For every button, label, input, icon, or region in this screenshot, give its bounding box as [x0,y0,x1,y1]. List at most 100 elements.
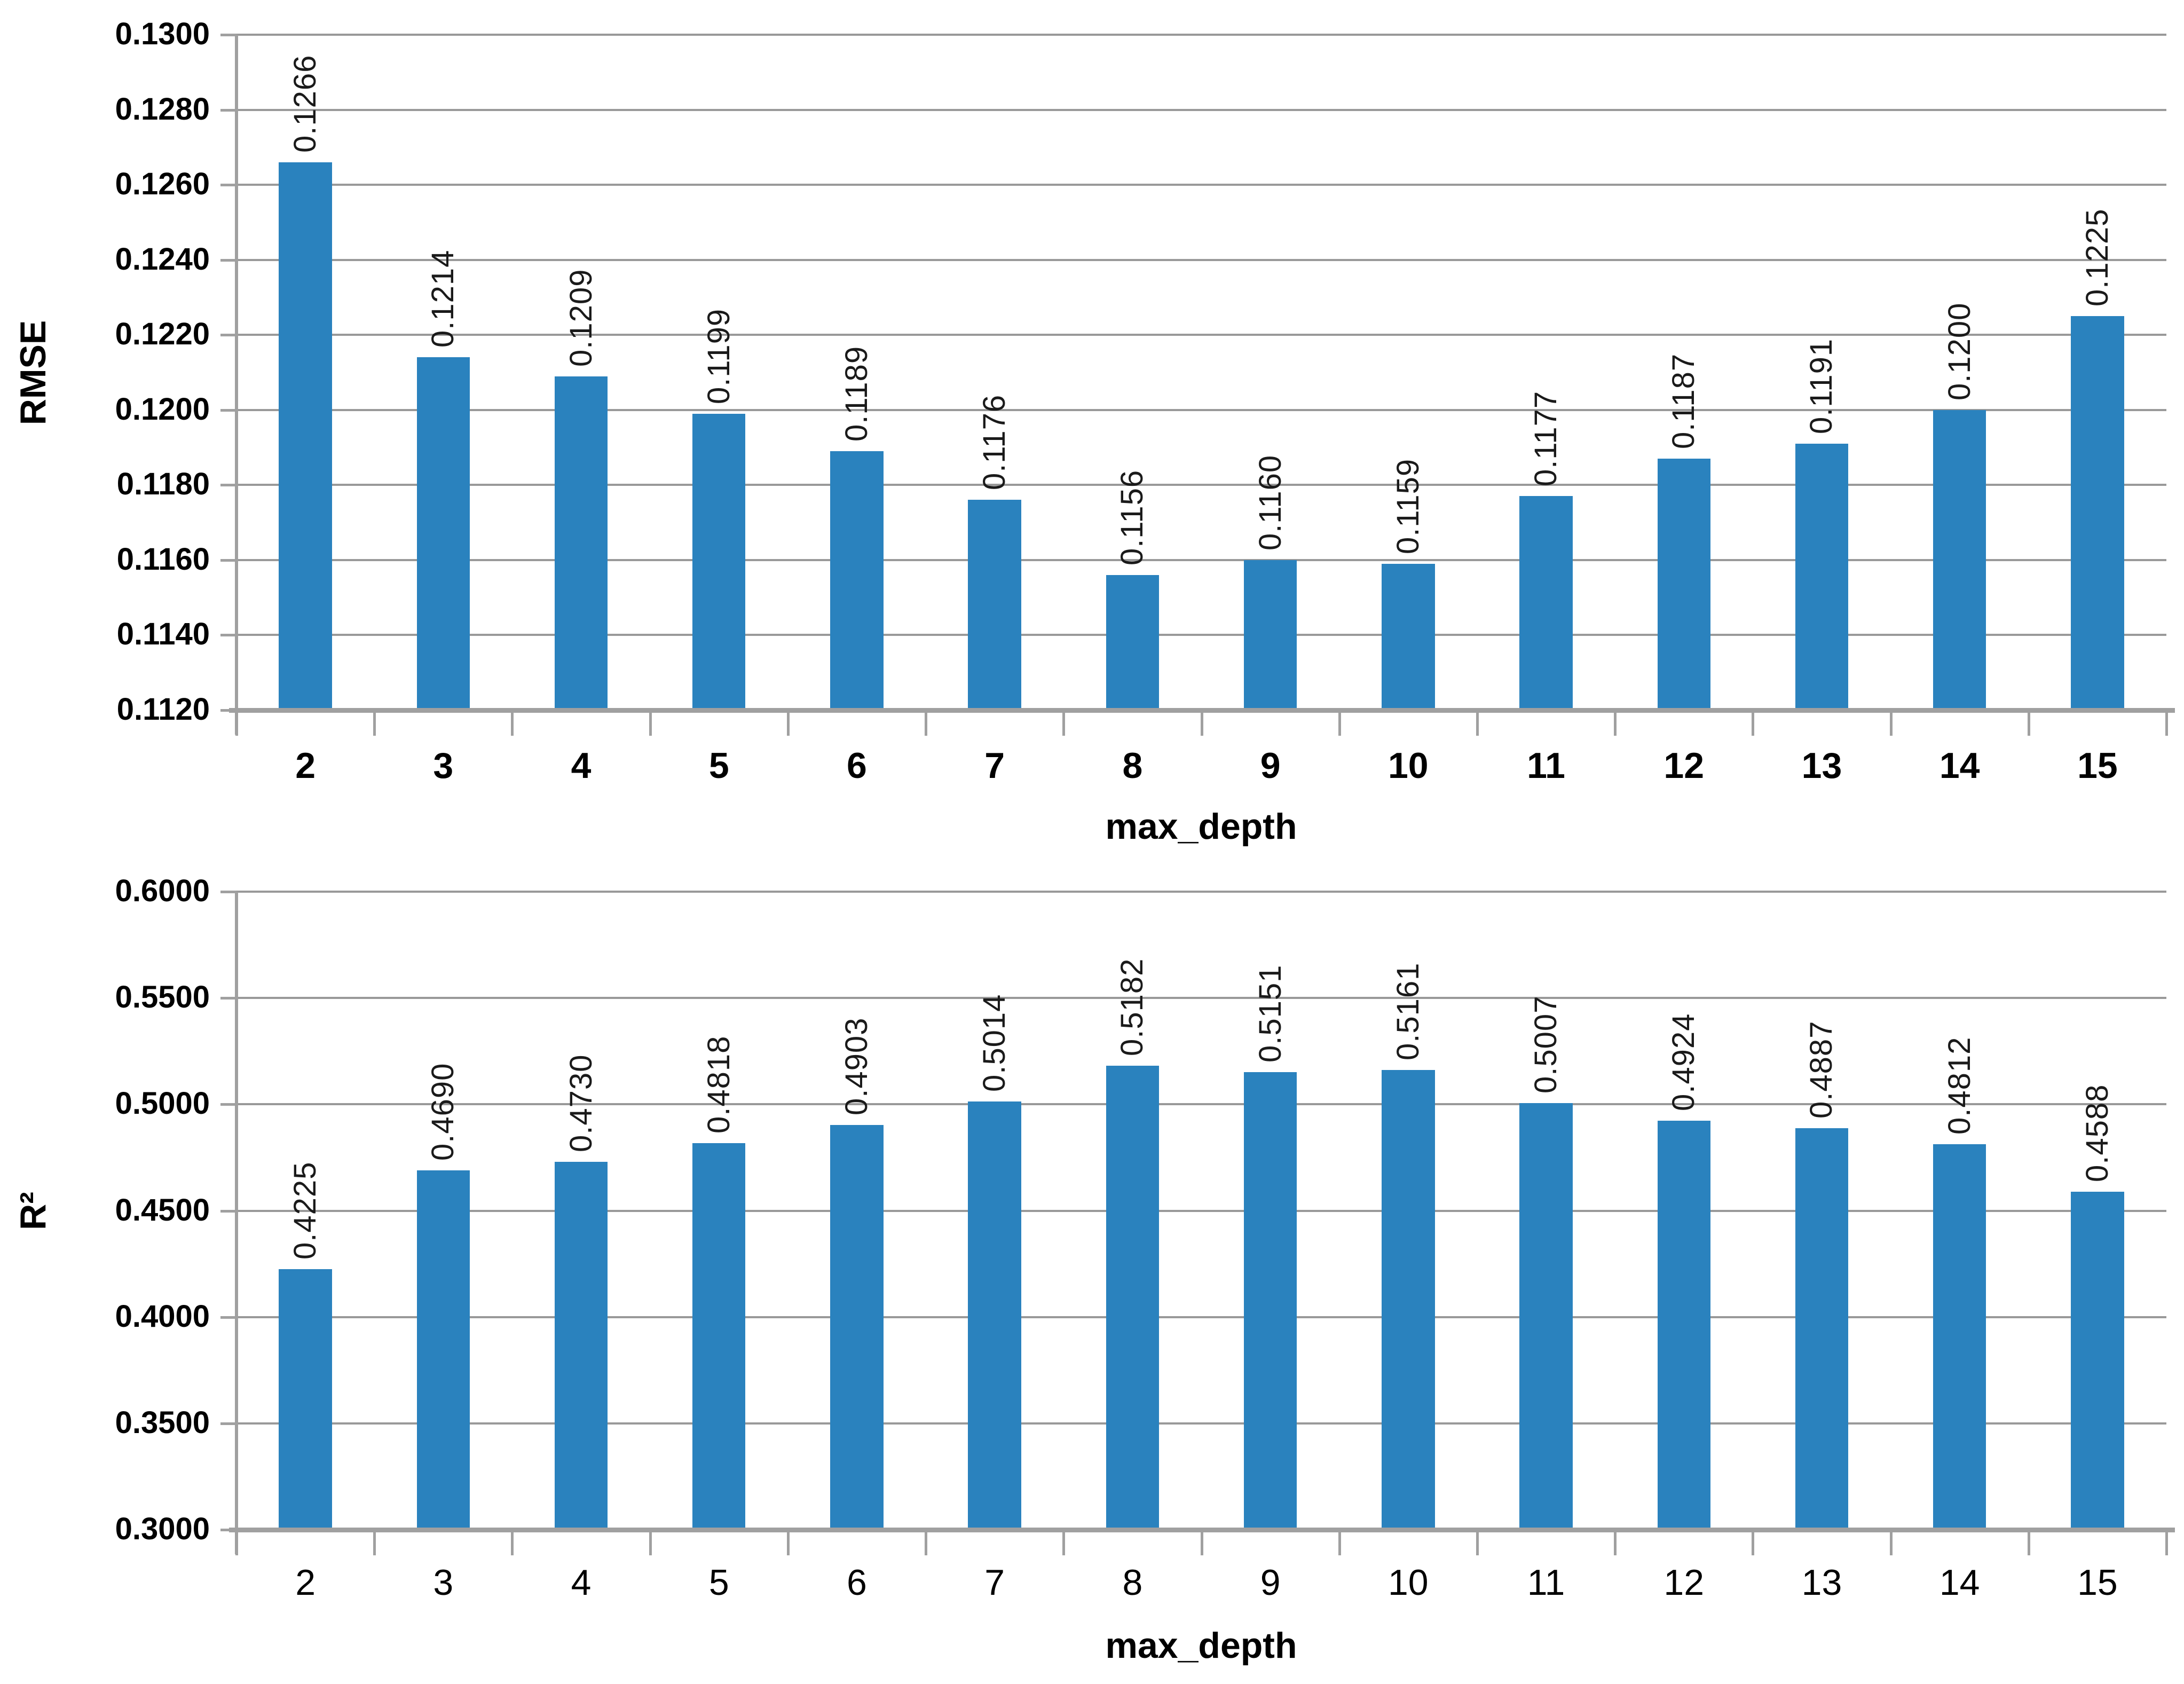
x-category-label: 15 [2077,1562,2118,1603]
y-tick-label: 0.1220 [115,317,210,352]
y-tick-label: 0.6000 [115,873,210,908]
bar [416,1170,470,1530]
y-axis-tick [220,709,236,712]
x-axis-tick [1614,1530,1617,1555]
bar [1106,575,1160,710]
x-axis-tick [2165,1530,2168,1555]
gridline [236,1103,2166,1106]
x-axis-tick [786,710,790,736]
y-axis-tick [220,108,236,112]
y-axis-tick [220,258,236,262]
bar [279,1269,332,1530]
bar [968,1101,1021,1530]
bar-value-label: 0.4730 [563,1054,598,1152]
rmse-x-axis-title: max_depth [1105,806,1297,847]
bar-value-label: 0.5161 [1390,962,1425,1061]
y-tick-label: 0.1200 [115,391,210,427]
bar-value-label: 0.5151 [1252,964,1288,1063]
bar [1106,1065,1160,1530]
x-axis-tick [649,710,652,736]
y-axis-tick [220,1422,236,1425]
bar-value-label: 0.4588 [2079,1084,2115,1183]
bar [830,451,884,710]
x-axis-tick [1889,710,1893,736]
x-category-label: 14 [1939,745,1980,786]
x-axis-tick [1200,710,1203,736]
bar [830,1124,884,1530]
bar [1933,410,1986,710]
x-category-label: 4 [571,1562,592,1603]
y-tick-label: 0.1140 [116,617,210,652]
bar [968,500,1021,710]
gridline [236,891,2166,893]
bar [1795,444,1849,710]
x-axis-tick [2027,710,2030,736]
y-tick-label: 0.1300 [115,16,210,51]
y-tick-label: 0.5500 [115,979,210,1014]
x-category-label: 3 [433,745,454,786]
x-category-label: 7 [984,1562,1005,1603]
y-axis-tick [220,34,236,36]
bar [1382,1070,1435,1530]
y-tick-label: 0.1260 [115,166,210,201]
y-axis-tick [220,1103,236,1106]
x-category-label: 8 [1122,745,1143,786]
bar [1519,1103,1573,1530]
y-axis-tick [220,184,236,187]
x-category-label: 9 [1260,1562,1281,1603]
x-axis-tick [925,1530,928,1555]
rmse-y-axis-title: RMSE [13,320,53,426]
bar [1519,496,1573,710]
y-axis-tick [220,484,236,487]
x-axis-tick [1752,710,1755,736]
bar-value-label: 0.4903 [839,1017,874,1115]
y-axis-tick [220,1209,236,1213]
x-axis-tick [1476,1530,1479,1555]
gridline [236,1209,2166,1212]
x-category-label: 12 [1663,745,1705,786]
x-axis-tick [1338,710,1341,736]
bar-value-label: 0.4818 [701,1035,736,1134]
x-category-label: 2 [295,745,316,786]
bar [692,413,746,710]
x-category-label: 6 [847,1562,867,1603]
bar [1657,1120,1710,1530]
x-category-label: 15 [2077,745,2118,786]
gridline [236,997,2166,1000]
bar [1795,1128,1849,1530]
x-category-label: 13 [1801,745,1842,786]
y-axis-tick [220,334,236,337]
x-axis-tick [1062,710,1066,736]
x-axis-tick [1062,1530,1066,1555]
x-axis-tick [1614,710,1617,736]
bar [554,376,608,710]
x-axis-tick [1752,1530,1755,1555]
bar-value-label: 0.5014 [977,994,1012,1092]
y-tick-label: 0.1180 [116,467,210,502]
x-axis-tick [1889,1530,1893,1555]
bar-value-label: 0.4887 [1804,1020,1839,1119]
bar [279,162,332,710]
x-category-label: 11 [1527,1562,1565,1603]
bar-value-label: 0.4812 [1942,1036,1977,1135]
x-axis-tick [2027,1530,2030,1555]
x-axis-tick [2165,710,2168,736]
bar-value-label: 0.5182 [1115,958,1150,1056]
r2-y-axis-title: R² [13,1192,53,1230]
y-tick-label: 0.4000 [115,1299,210,1334]
x-category-label: 6 [847,745,867,786]
y-tick-label: 0.3000 [115,1511,210,1546]
r2-x-axis-title: max_depth [1105,1625,1297,1666]
bar [1657,459,1710,710]
y-axis-tick [220,1316,236,1319]
x-axis-tick [925,710,928,736]
bar [1933,1144,1986,1530]
x-axis-tick [786,1530,790,1555]
gridline [236,184,2166,186]
x-axis-tick [373,710,376,736]
bar-value-label: 0.4924 [1666,1013,1701,1111]
y-axis-tick [220,891,236,893]
x-category-label: 2 [295,1562,316,1603]
x-category-label: 3 [433,1562,454,1603]
